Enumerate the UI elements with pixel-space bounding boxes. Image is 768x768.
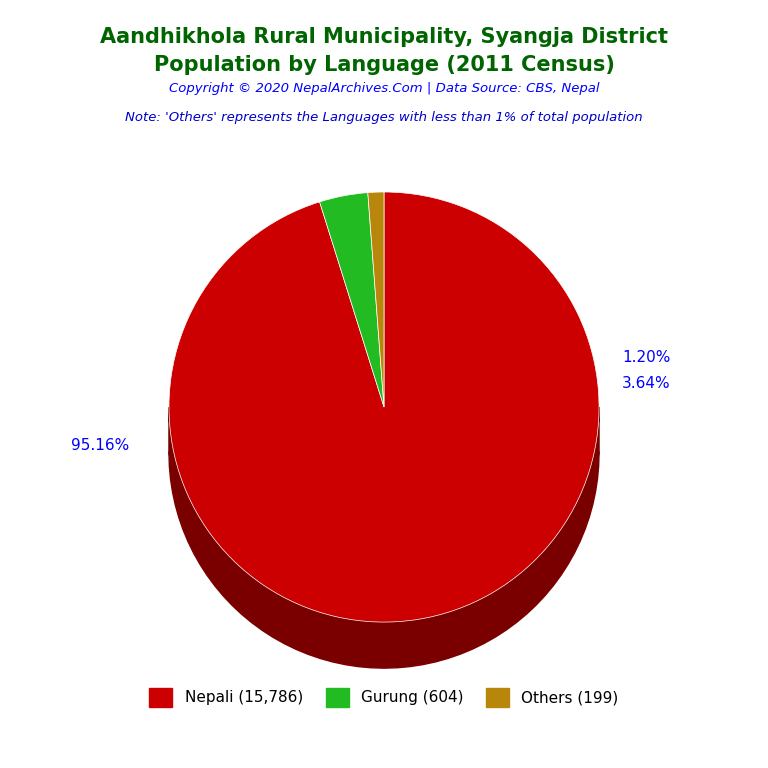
Wedge shape bbox=[319, 193, 384, 407]
Text: Population by Language (2011 Census): Population by Language (2011 Census) bbox=[154, 55, 614, 75]
Wedge shape bbox=[169, 192, 599, 622]
Text: Note: 'Others' represents the Languages with less than 1% of total population: Note: 'Others' represents the Languages … bbox=[125, 111, 643, 124]
Text: 95.16%: 95.16% bbox=[71, 438, 129, 453]
Text: 1.20%: 1.20% bbox=[622, 349, 670, 365]
Polygon shape bbox=[169, 407, 599, 668]
Text: Aandhikhola Rural Municipality, Syangja District: Aandhikhola Rural Municipality, Syangja … bbox=[100, 27, 668, 47]
Wedge shape bbox=[368, 192, 384, 407]
Text: Copyright © 2020 NepalArchives.Com | Data Source: CBS, Nepal: Copyright © 2020 NepalArchives.Com | Dat… bbox=[169, 82, 599, 95]
Ellipse shape bbox=[169, 421, 599, 485]
Legend: Nepali (15,786), Gurung (604), Others (199): Nepali (15,786), Gurung (604), Others (1… bbox=[142, 680, 626, 714]
Text: 3.64%: 3.64% bbox=[622, 376, 670, 392]
